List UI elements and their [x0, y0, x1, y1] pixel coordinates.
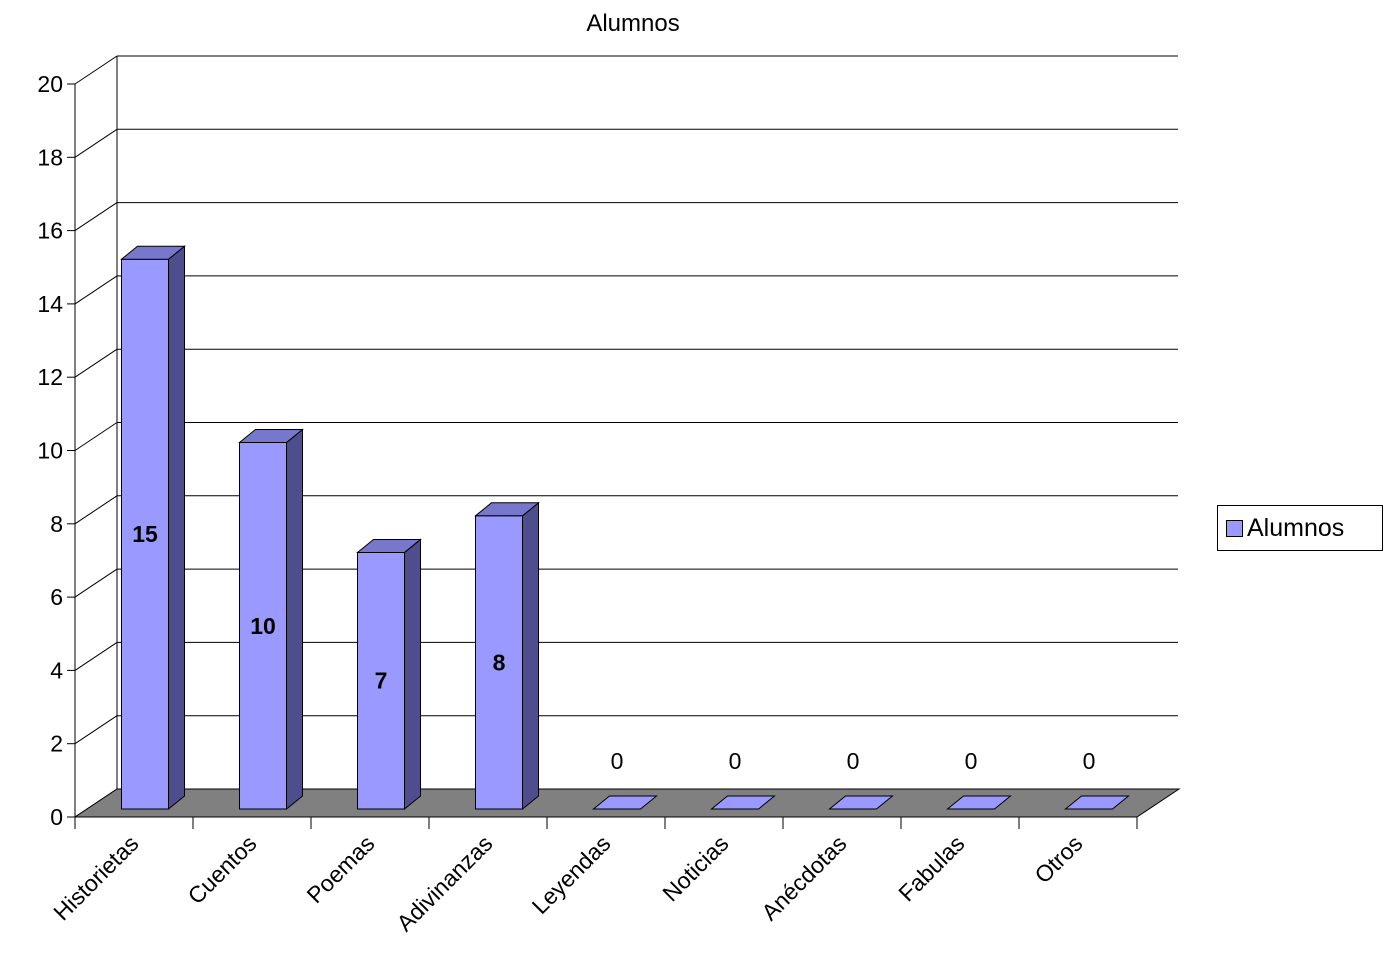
bar [710, 795, 776, 810]
bar-top [710, 795, 776, 810]
y-tick-label: 18 [37, 144, 63, 170]
x-tick-label: Leyendas [527, 830, 616, 919]
y-tick-label: 14 [37, 291, 63, 317]
data-label: 0 [965, 748, 978, 774]
bar-top [946, 795, 1012, 810]
y-tick-label: 16 [37, 218, 63, 244]
y-tick-label: 4 [50, 657, 63, 683]
bar [1064, 795, 1130, 810]
x-tick-label: Anécdotas [756, 830, 851, 925]
grid-diagonal [74, 55, 118, 85]
grid-diagonal [74, 128, 118, 158]
y-tick-label: 2 [50, 731, 63, 757]
x-tick-label: Otros [1029, 830, 1087, 888]
bar [592, 795, 658, 810]
legend-label: Alumnos [1247, 513, 1345, 542]
grid-diagonal [74, 495, 118, 525]
category-labels: Historietas Cuentos Poemas Adivinanzas Leyen… [48, 830, 1087, 936]
x-tick-label: Cuentos [183, 830, 262, 909]
bar-side [404, 538, 421, 811]
data-label: 15 [132, 521, 158, 547]
grid-diagonal [74, 715, 118, 745]
data-label: 8 [493, 649, 506, 675]
grid-diagonal [74, 568, 118, 598]
x-tick-label: Historietas [48, 830, 143, 925]
chart-title: Alumnos [586, 10, 679, 37]
legend-swatch [1226, 519, 1243, 537]
data-label: 7 [375, 668, 388, 694]
axes: 0 2 4 6 8 10 12 14 16 18 20 [37, 56, 1138, 830]
x-tick-label: Adivinanzas [391, 830, 497, 936]
bar-side [168, 245, 185, 811]
bar-top [120, 245, 186, 260]
bar-side [522, 501, 539, 811]
y-tick-label: 0 [50, 804, 63, 830]
x-tick-label: Poemas [301, 830, 379, 908]
bar [946, 795, 1012, 810]
bar [238, 428, 304, 811]
data-label: 10 [250, 613, 276, 639]
data-label: 0 [847, 748, 860, 774]
bar [356, 538, 422, 811]
x-tick-label: Noticias [657, 830, 733, 906]
bar-front [357, 551, 405, 810]
data-label: 0 [1083, 748, 1096, 774]
bar-front [239, 442, 287, 810]
grid-diagonal [74, 641, 118, 671]
grid-diagonal [74, 202, 118, 232]
data-label: 0 [611, 748, 624, 774]
bars [120, 245, 1130, 811]
bar-top [1064, 795, 1130, 810]
y-tick-label: 12 [37, 364, 63, 390]
bar-side [286, 428, 303, 811]
y-tick-label: 20 [37, 71, 63, 97]
bar-front [121, 258, 169, 810]
y-tick-label: 6 [50, 584, 63, 610]
y-tick-label: 10 [37, 438, 63, 464]
grid-diagonal [74, 348, 118, 378]
bar [120, 245, 186, 811]
bar-top [238, 429, 304, 443]
bar-top [828, 795, 894, 810]
data-labels: 15 10 7 8 0 0 0 0 0 [132, 521, 1095, 774]
bar-top [592, 795, 658, 810]
bar-top [356, 538, 422, 553]
bar [474, 501, 540, 811]
y-tick-label: 8 [50, 511, 63, 537]
grid-diagonal [74, 422, 118, 451]
bar [828, 795, 894, 810]
data-label: 0 [729, 748, 742, 774]
grid-diagonal [74, 275, 118, 305]
bar-top [474, 502, 540, 517]
legend: Alumnos [1217, 505, 1383, 551]
x-tick-label: Fabulas [893, 830, 969, 906]
